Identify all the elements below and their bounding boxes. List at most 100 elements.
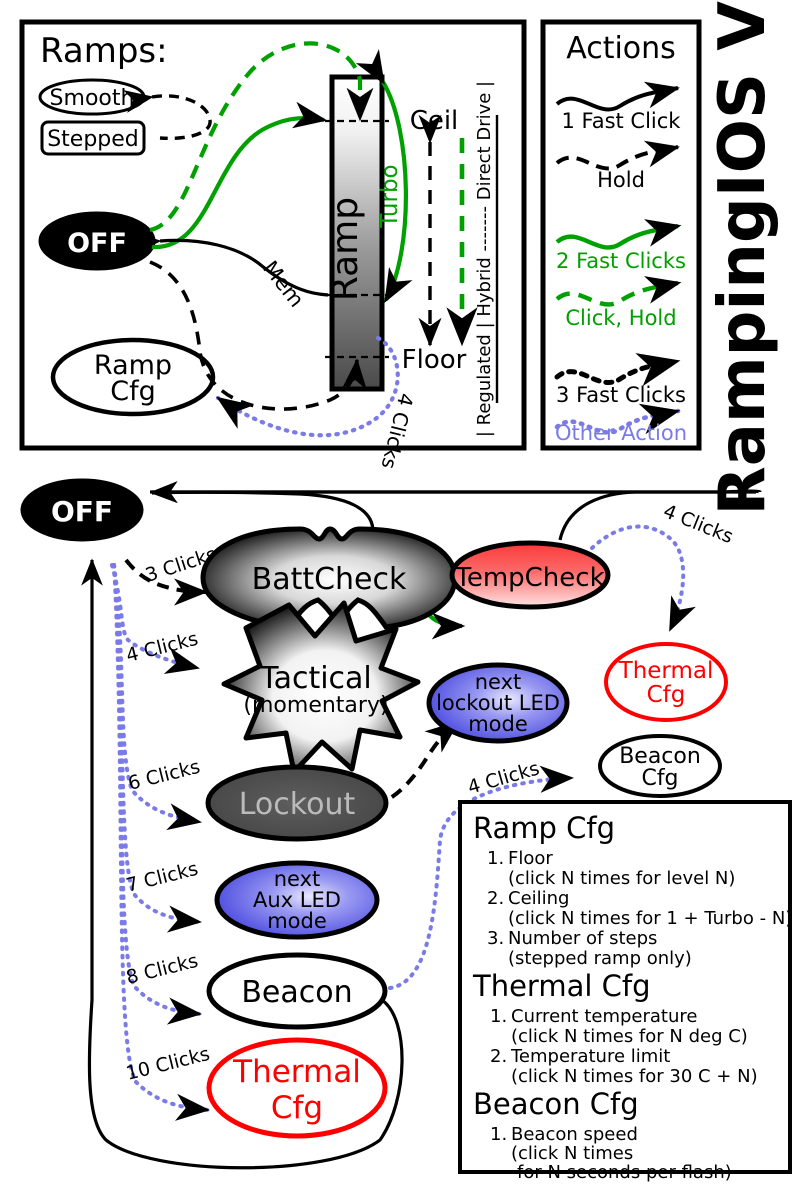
node-thermal-cfg-lower-l1: Thermal xyxy=(232,1054,361,1090)
cfg-0-item-2-label: Number of steps xyxy=(508,928,657,949)
node-thermal-cfg-top-label1: Thermal xyxy=(618,658,714,684)
node-off-top-label: OFF xyxy=(67,228,127,259)
node-ramp-cfg[interactable] xyxy=(50,337,216,417)
node-next-aux-led-l2: Aux LED xyxy=(253,888,341,912)
cfg-2-item-0-detail2: for N seconds per flash) xyxy=(517,1162,732,1183)
node-beacon[interactable] xyxy=(206,952,388,1030)
cfg-1-item-1-label: Temperature limit xyxy=(510,1046,670,1067)
scale-floor-label: Floor xyxy=(402,345,467,375)
cfg-1-item-0-detail: (click N times for N deg C) xyxy=(511,1026,748,1047)
node-battcheck[interactable]: BattCheck xyxy=(200,526,458,630)
node-stepped-label: Stepped xyxy=(47,127,139,152)
node-ramp-cfg-label2: Cfg xyxy=(110,376,156,407)
node-lockout[interactable] xyxy=(205,764,389,842)
node-beacon-cfg[interactable] xyxy=(598,734,722,798)
cfg-2-item-0-label: Beacon speed xyxy=(511,1124,638,1145)
cfg-0-item-2-num: 3. xyxy=(487,928,504,949)
node-thermal-cfg-lower[interactable] xyxy=(206,1037,388,1139)
action-legend-item-other-action: Other Action xyxy=(554,403,687,445)
ramps-heading: Ramps: xyxy=(40,31,168,71)
cfg-1-item-0-num: 1. xyxy=(490,1006,507,1027)
node-tactical-label1: Tactical xyxy=(259,661,372,696)
node-tempcheck[interactable] xyxy=(449,540,611,610)
cfg-0-item-1-label: Ceiling xyxy=(508,888,569,909)
cfg-0-item-0-num: 1. xyxy=(487,848,504,869)
cfg-heading-2: Beacon Cfg xyxy=(473,1087,639,1121)
tactical-star-shape xyxy=(221,600,421,775)
cfg-heading-1: Thermal Cfg xyxy=(472,969,651,1003)
action-label-1: 1 Fast Click xyxy=(562,109,682,133)
action-curve-dashed-black xyxy=(555,140,680,171)
cfg-0-item-1-detail: (click N times for 1 + Turbo - N) xyxy=(508,908,792,929)
cfg-1-item-1-num: 2. xyxy=(490,1046,507,1067)
node-tactical[interactable]: Tactical (momentary) xyxy=(221,600,421,775)
cfg-1-item-0-label: Current temperature xyxy=(511,1006,697,1027)
node-beacon-cfg-l2: Cfg xyxy=(641,766,678,791)
edge-ramp-to-rampcfg xyxy=(215,335,400,438)
node-battcheck-label: BattCheck xyxy=(252,562,407,597)
node-next-lockout-led[interactable] xyxy=(426,662,570,744)
node-lockout-label: Lockout xyxy=(239,787,356,822)
action-label-2: Hold xyxy=(597,168,645,192)
scale-ceil-label: Ceil xyxy=(410,106,459,136)
ramp-bar-label: Ramp xyxy=(325,197,366,301)
edge-battcheck-to-off xyxy=(150,481,375,541)
action-label-5: 3 Fast Clicks xyxy=(556,383,686,407)
node-ramp-cfg-label1: Ramp xyxy=(94,350,172,381)
cfg-heading-0: Ramp Cfg xyxy=(473,811,615,845)
edge-ramp-style-fork xyxy=(123,90,212,141)
action-curve-solid-green xyxy=(555,219,682,250)
actions-heading: Actions xyxy=(566,31,676,66)
edge-mem xyxy=(133,232,329,297)
edge-off-to-battcheck xyxy=(124,558,209,606)
action-curve-dotted-black xyxy=(554,353,681,387)
node-next-aux-led[interactable] xyxy=(214,860,380,940)
edge-off-to-ramp-floor xyxy=(149,260,367,411)
edge-label-turbo: Turbo xyxy=(377,164,403,228)
node-thermal-cfg-top-label2: Cfg xyxy=(647,682,686,708)
edge-label-7clicks: 7 Clicks xyxy=(124,858,200,897)
node-next-lockout-led-l1: next xyxy=(475,670,522,694)
action-legend-item-2-fast-clicks: 2 Fast Clicks xyxy=(555,219,686,273)
action-curve-dotted-blue xyxy=(554,403,681,435)
edge-off-to-ramp-top xyxy=(149,41,374,233)
node-tactical-label2: (momentary) xyxy=(243,693,388,718)
node-next-lockout-led-l3: mode xyxy=(468,712,528,736)
node-off-lower[interactable] xyxy=(20,478,144,542)
action-label-3: 2 Fast Clicks xyxy=(556,249,686,273)
edge-bottom-return-to-off xyxy=(81,558,404,1170)
node-thermal-cfg-top[interactable] xyxy=(604,642,728,722)
node-off-lower-label: OFF xyxy=(51,495,113,528)
page-title: RampingIOS V3 xyxy=(706,0,780,515)
edge-tempcheck-to-thermalcfg xyxy=(590,524,696,632)
action-label-6: Other Action xyxy=(555,421,687,445)
action-legend-item-3-fast-clicks: 3 Fast Clicks xyxy=(554,353,686,407)
action-legend-item-hold: Hold xyxy=(555,140,680,192)
cfg-1-item-1-detail: (click N times for 30 C + N) xyxy=(511,1066,758,1087)
edge-label-6clicks: 6 Clicks xyxy=(126,756,202,795)
edge-turbo xyxy=(355,49,413,303)
edge-off-to-ramp-ceiling xyxy=(151,101,328,250)
node-next-aux-led-l3: mode xyxy=(267,909,327,933)
cfg-0-item-0-label: Floor xyxy=(508,848,553,869)
cfg-2-item-0-detail: (click N times xyxy=(511,1143,633,1164)
action-legend-item-1-fast-click: 1 Fast Click xyxy=(555,81,682,133)
node-next-lockout-led-l2: lockout LED xyxy=(436,691,560,715)
action-curve-solid-black xyxy=(555,81,680,112)
edge-label-4clicks-beacon: 4 Clicks xyxy=(465,757,542,798)
action-label-4: Click, Hold xyxy=(565,306,676,330)
drive-axis-label: | Regulated | Hybrid ------- Direct Driv… xyxy=(474,81,495,437)
node-thermal-cfg-lower-l2: Cfg xyxy=(271,1090,323,1126)
node-tempcheck-label: TempCheck xyxy=(454,563,604,593)
node-stepped[interactable] xyxy=(40,120,146,156)
cfg-panel-border xyxy=(458,800,792,1174)
node-next-aux-led-l1: next xyxy=(274,867,321,891)
node-beacon-cfg-l1: Beacon xyxy=(619,744,701,769)
edge-label-4clicks-tactical: 4 Clicks xyxy=(124,628,200,667)
edge-label-8clicks: 8 Clicks xyxy=(124,950,200,989)
cfg-0-item-0-detail: (click N times for level N) xyxy=(508,868,735,889)
node-smooth-label: Smooth xyxy=(50,86,135,111)
node-beacon-label: Beacon xyxy=(241,975,352,1010)
